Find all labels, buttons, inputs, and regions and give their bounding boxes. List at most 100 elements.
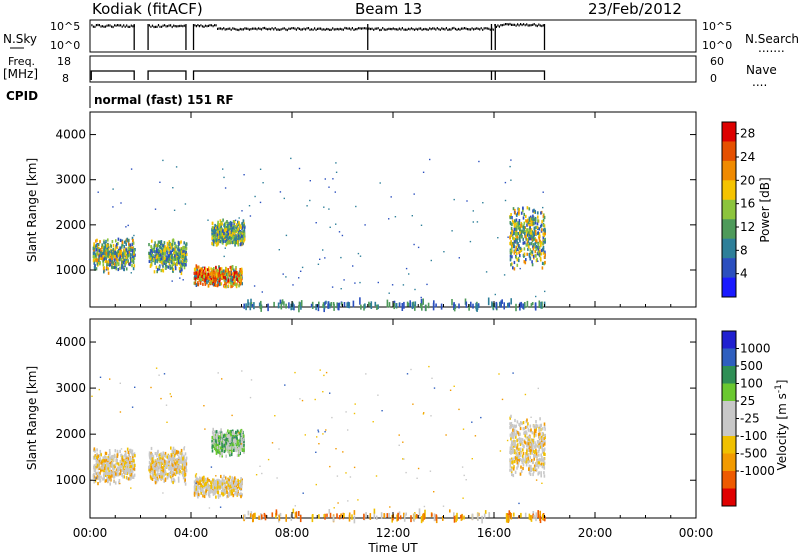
vel-cell [151, 461, 153, 465]
vel-cell [522, 444, 524, 448]
vel-cell [109, 471, 111, 475]
vel-cell [247, 510, 250, 516]
power-cell [230, 268, 233, 272]
power-cell [233, 240, 235, 244]
vel-cell [102, 459, 104, 463]
vel-speckle-dot [372, 421, 374, 423]
vel-cell [120, 462, 123, 466]
vel-cell [150, 446, 153, 451]
power-cell [214, 280, 217, 284]
power-colorbar-seg-6 [722, 238, 736, 259]
vel-cell [177, 476, 180, 480]
vel-cell [100, 475, 102, 479]
power-cell [542, 245, 545, 250]
power-cell [97, 247, 99, 251]
power-cell [516, 213, 518, 217]
vel-cell [535, 443, 537, 447]
vel-cell [225, 441, 228, 445]
vel-ytick-label-2: 3000 [55, 381, 86, 395]
vel-cell [514, 470, 517, 474]
vel-speckle-dot [231, 414, 233, 417]
power-cell [542, 232, 545, 236]
vel-cell [94, 449, 96, 453]
vel-cell [533, 434, 536, 438]
freq-segment-2 [192, 70, 546, 80]
vel-cell [228, 448, 231, 452]
vel-cell [104, 455, 106, 459]
power-cell [131, 253, 134, 257]
power-cell [155, 253, 158, 257]
vel-cell [318, 514, 320, 519]
power-cell [535, 225, 537, 229]
power-cell [163, 241, 166, 245]
power-cell [119, 252, 122, 257]
power-cell [154, 241, 156, 245]
vel-cell [157, 478, 159, 482]
vel-cell [512, 460, 514, 464]
vel-cell [166, 455, 168, 459]
power-cell [233, 268, 235, 272]
power-speckle-dot [130, 168, 133, 170]
power-cell [123, 245, 125, 249]
noise-left-label: N.Sky [3, 32, 37, 46]
power-cell [101, 256, 104, 260]
power-cell [183, 266, 186, 270]
power-cell [116, 245, 119, 250]
vel-cell [239, 429, 242, 434]
power-cell [105, 239, 107, 243]
power-cell [249, 302, 252, 311]
power-cell [210, 267, 212, 271]
power-cell [510, 233, 513, 238]
vel-cell [94, 471, 97, 475]
vel-cell [152, 460, 155, 464]
power-cell [112, 244, 115, 248]
vel-cell [215, 438, 217, 443]
power-cell [171, 247, 174, 251]
vel-cell [527, 460, 529, 464]
power-cell [223, 276, 225, 280]
power-cell [96, 258, 99, 262]
power-cell [108, 255, 111, 259]
power-speckle-dot [315, 222, 317, 224]
power-cell [110, 257, 112, 261]
vel-cell [182, 464, 185, 468]
vel-speckle-dot [239, 489, 242, 492]
vel-cell [326, 513, 328, 517]
power-cell [519, 302, 521, 311]
power-cell [230, 282, 232, 286]
vel-cell [294, 512, 297, 519]
power-speckle-dot [340, 256, 342, 259]
power-cell [533, 222, 535, 226]
vel-cell [536, 440, 539, 444]
vel-colorbar-seg-5 [722, 418, 736, 437]
power-cell [517, 232, 519, 236]
vel-colorbar-seg-3 [722, 383, 736, 402]
power-cell [532, 214, 534, 218]
power-cell [525, 237, 527, 241]
vel-cell [285, 514, 287, 522]
power-cell [207, 268, 209, 272]
vel-cell [109, 462, 112, 466]
vel-cell [97, 461, 100, 465]
power-cell [523, 247, 526, 251]
power-cell [195, 283, 198, 287]
power-speckle-dot [482, 202, 484, 204]
vel-cell [159, 459, 162, 463]
vel-cell [203, 483, 206, 487]
vel-cell [193, 493, 196, 497]
power-cell [231, 221, 233, 225]
power-cell [514, 208, 516, 213]
power-speckle-dot [209, 276, 211, 278]
power-cell [222, 269, 225, 273]
power-cell [205, 272, 208, 276]
vel-cell [543, 461, 546, 465]
vel-cell [184, 482, 187, 486]
power-cell [406, 301, 409, 307]
power-cell [532, 247, 535, 251]
vel-cell [351, 514, 353, 520]
vel-cell [194, 491, 197, 495]
power-speckle-dot [185, 252, 187, 255]
vel-cell [150, 454, 152, 458]
